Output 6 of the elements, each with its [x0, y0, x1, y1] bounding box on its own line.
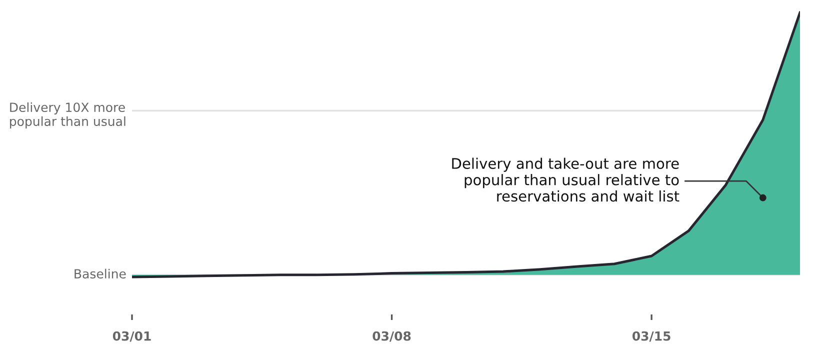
x-tick-label: 03/08 — [372, 331, 411, 342]
x-tick-label: 03/01 — [112, 331, 151, 342]
ref-line-label: Delivery 10X more popular than usual — [10, 102, 126, 128]
annotation: Delivery and take-out are more popular than usual relative to reservations and wait list — [452, 158, 680, 202]
ref-line-label: Baseline — [74, 268, 126, 279]
x-tick-label: 03/15 — [632, 331, 670, 342]
